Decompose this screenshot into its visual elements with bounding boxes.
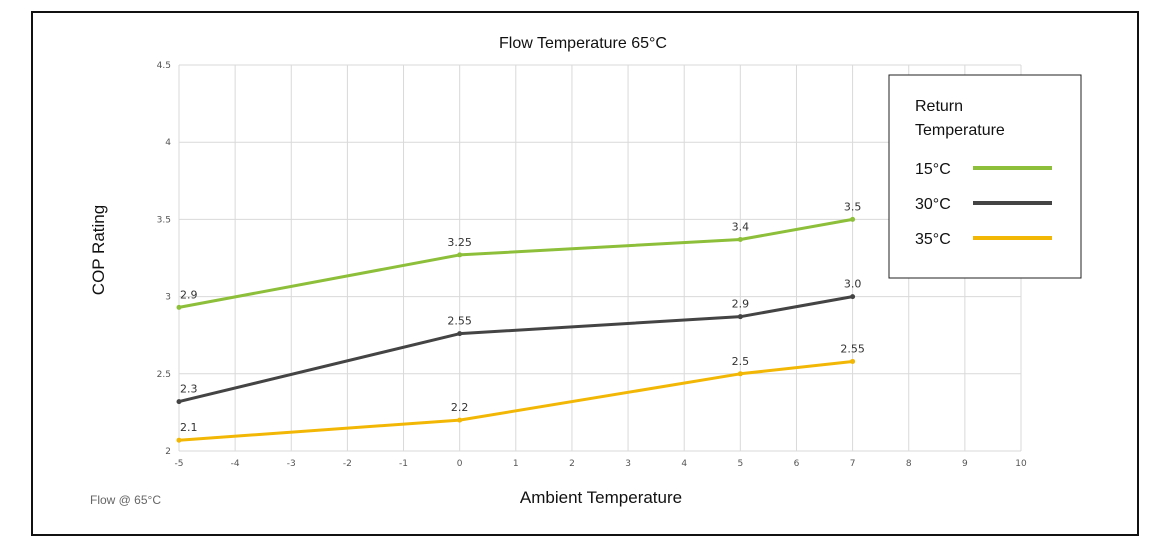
- footnote: Flow @ 65°C: [90, 493, 161, 507]
- x-tick-label: -4: [231, 459, 240, 469]
- legend-title-line-1: Return: [915, 98, 963, 115]
- x-tick-label: 10: [1015, 459, 1027, 469]
- legend-title-line-2: Temperature: [915, 122, 1005, 139]
- x-tick-label: 7: [850, 459, 856, 469]
- x-tick-label: -2: [343, 459, 352, 469]
- series-line-0: [178, 217, 853, 309]
- x-tick-label: 0: [457, 459, 463, 469]
- data-point: [176, 437, 182, 443]
- data-label: 2.55: [447, 315, 472, 328]
- x-tick-label: 5: [737, 459, 743, 469]
- data-label: 2.3: [180, 383, 198, 396]
- x-tick-label: 6: [794, 459, 800, 469]
- data-point: [850, 294, 856, 300]
- data-point: [457, 331, 463, 337]
- y-tick-label: 4: [165, 138, 171, 148]
- x-tick-label: 1: [513, 459, 519, 469]
- legend-item-label: 15°C: [915, 161, 951, 178]
- data-point: [737, 314, 743, 320]
- legend: Return Temperature 15°C 30°C 35°C: [888, 74, 1082, 279]
- data-point: [176, 304, 182, 310]
- data-label: 2.2: [451, 401, 469, 414]
- y-tick-label: 2.5: [157, 370, 171, 380]
- x-tick-label: 4: [681, 459, 687, 469]
- x-tick-label: 3: [625, 459, 631, 469]
- legend-item-label: 30°C: [915, 196, 951, 213]
- x-tick-label: 2: [569, 459, 575, 469]
- y-tick-label: 3.5: [157, 215, 171, 225]
- line-chart: -5 -4 -3 -2 -1 0 1 2 3 4 5 6 7 8 9 10 2 2.5 3 3.5 4 4.5 2.9 3.…: [89, 35, 1082, 507]
- data-point: [457, 252, 463, 258]
- data-label: 2.55: [840, 342, 865, 355]
- x-tick-label: 8: [906, 459, 912, 469]
- data-label: 2.9: [732, 298, 750, 311]
- y-tick-label: 2: [165, 447, 171, 457]
- data-point: [737, 371, 743, 377]
- data-label: 2.1: [180, 421, 198, 434]
- data-labels: 2.9 3.25 3.4 3.5 2.3 2.55 2.9 3.0 2.1 2.2 2.5 2.55: [180, 200, 865, 434]
- y-tick-label: 3: [165, 293, 171, 303]
- data-point: [737, 236, 743, 242]
- x-tick-label: 9: [962, 459, 968, 469]
- data-point: [850, 358, 856, 364]
- data-point: [457, 417, 463, 423]
- grid: [178, 64, 1022, 452]
- legend-item-label: 35°C: [915, 231, 951, 248]
- x-tick-label: -3: [287, 459, 296, 469]
- legend-box: [888, 74, 1082, 279]
- data-point: [176, 399, 182, 405]
- data-label: 3.0: [844, 278, 862, 291]
- series-line-2: [178, 359, 853, 442]
- series-lines: [176, 216, 856, 443]
- x-tick-label: -1: [399, 459, 408, 469]
- legend-items: 15°C 30°C 35°C: [915, 161, 1052, 248]
- chart-title: Flow Temperature 65°C: [499, 35, 667, 52]
- x-axis-label: Ambient Temperature: [520, 488, 682, 507]
- x-tick-label: -5: [175, 459, 184, 469]
- data-label: 2.5: [732, 355, 750, 368]
- data-label: 3.25: [447, 236, 472, 249]
- y-axis-label: COP Rating: [89, 205, 108, 295]
- data-label: 2.9: [180, 288, 198, 301]
- data-point: [850, 216, 856, 222]
- data-label: 3.5: [844, 200, 862, 213]
- data-label: 3.4: [732, 220, 750, 233]
- tick-labels: -5 -4 -3 -2 -1 0 1 2 3 4 5 6 7 8 9 10 2 2.5 3 3.5 4 4.5: [157, 61, 1027, 469]
- series-line-1: [178, 295, 853, 404]
- y-tick-label: 4.5: [157, 61, 171, 71]
